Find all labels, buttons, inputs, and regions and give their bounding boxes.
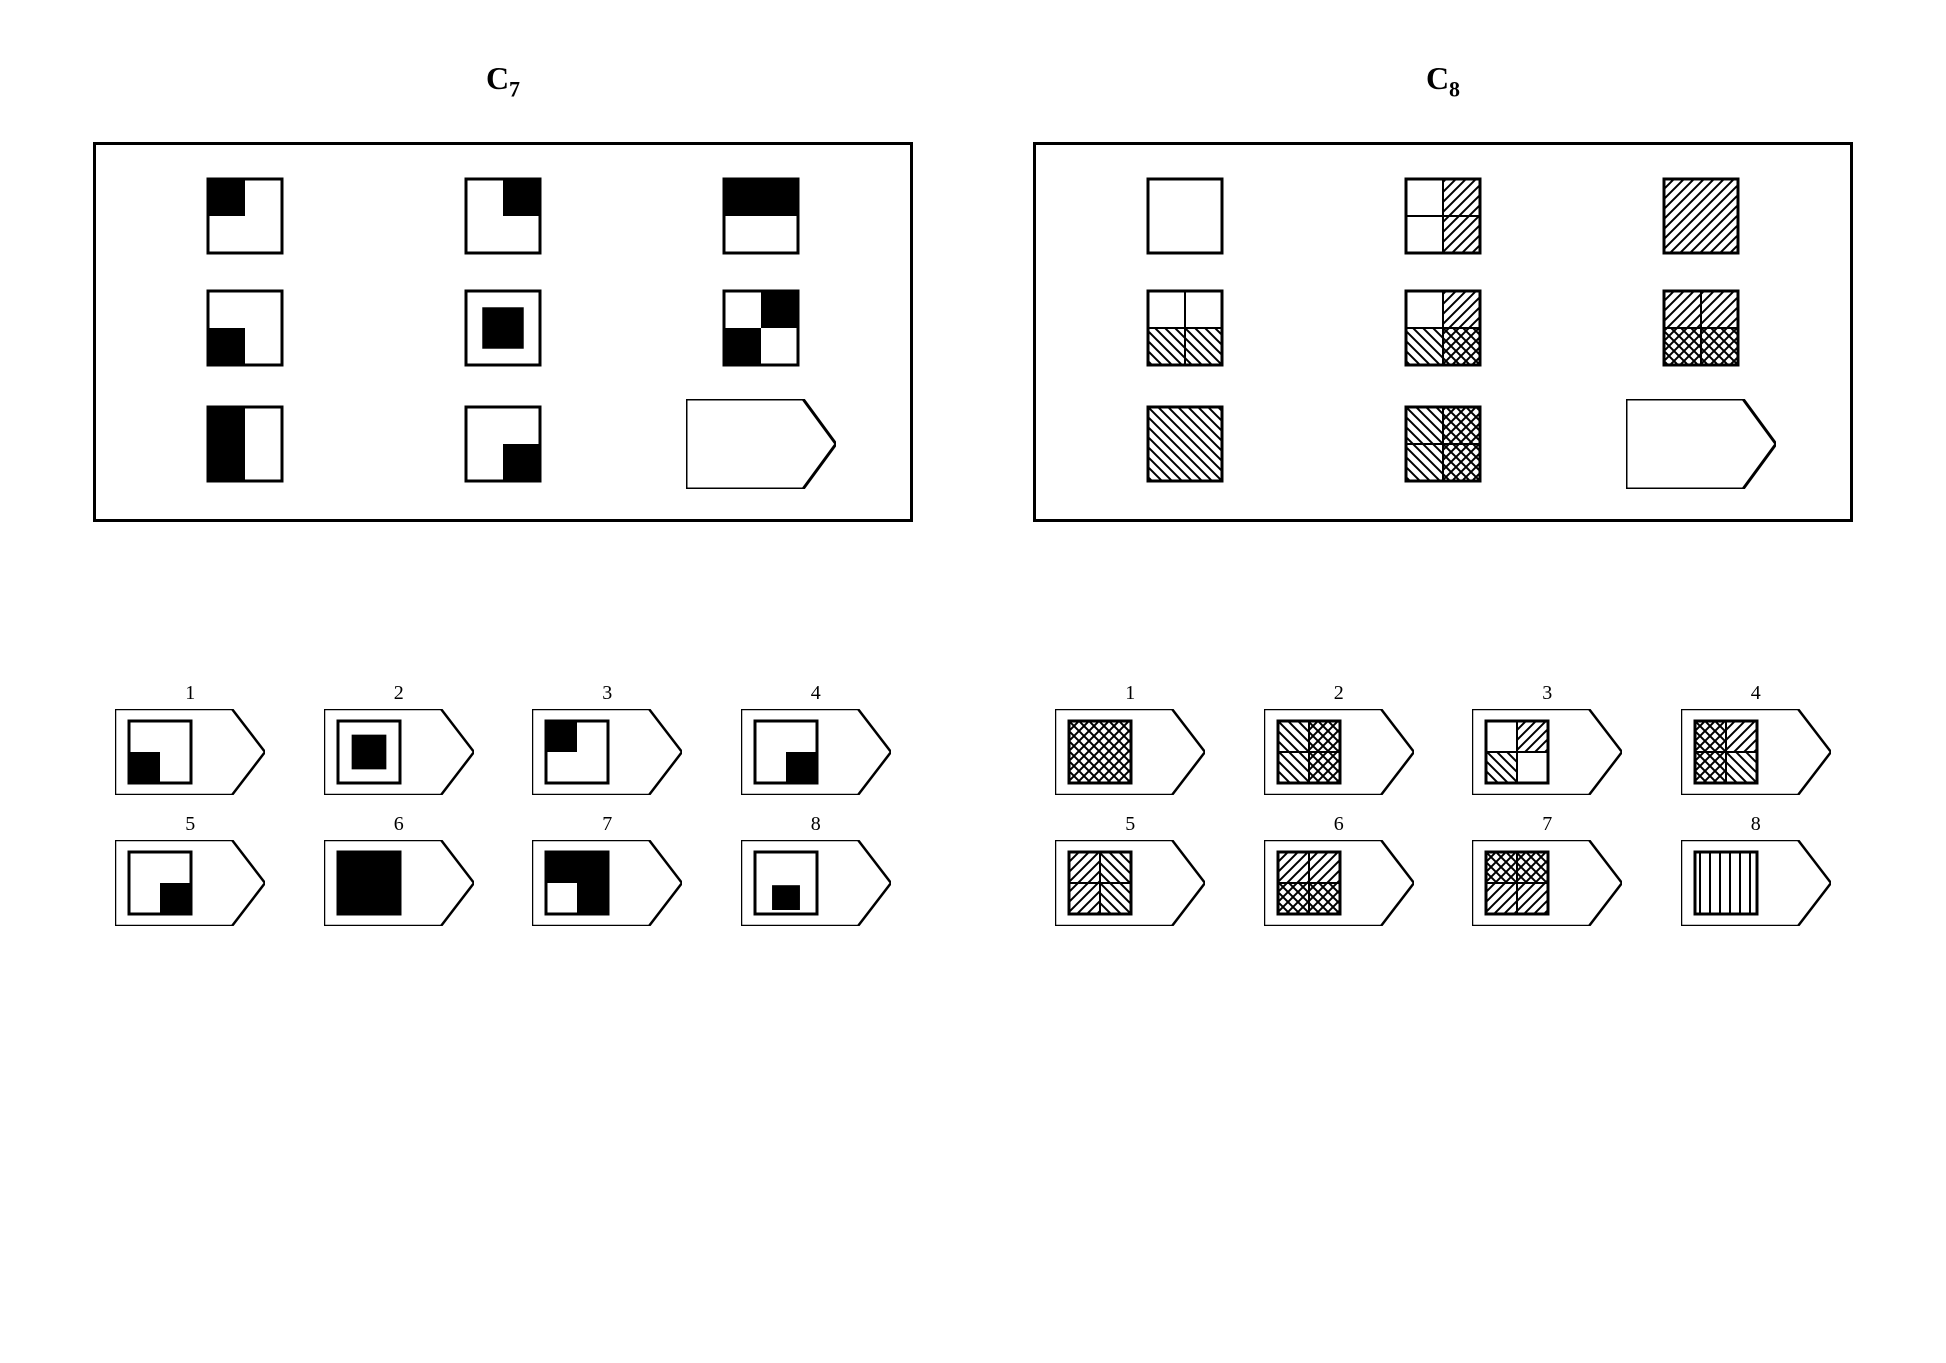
answer-number: 2 bbox=[302, 682, 497, 705]
matrix-cell-1-0 bbox=[1144, 287, 1226, 369]
answers-c7: 1234 5678 bbox=[93, 682, 913, 926]
matrix-cell-0-1 bbox=[462, 175, 544, 257]
answer-number: 2 bbox=[1242, 682, 1437, 705]
page: C7 12345678 C8 12345678 bbox=[80, 60, 1866, 926]
answer-number: 4 bbox=[1659, 682, 1854, 705]
matrix-frame-c7 bbox=[93, 142, 913, 522]
title-c7: C7 bbox=[93, 60, 913, 102]
title-c8: C8 bbox=[1033, 60, 1853, 102]
puzzle-c8: C8 1234 5678 bbox=[1033, 60, 1853, 926]
matrix-cell-2-1 bbox=[1402, 403, 1484, 485]
answer-number: 7 bbox=[1450, 813, 1645, 836]
matrix-cell-0-0 bbox=[1144, 175, 1226, 257]
answer-option-3[interactable]: 3 bbox=[1450, 682, 1645, 795]
answer-number: 8 bbox=[1659, 813, 1854, 836]
matrix-cell-2-1 bbox=[462, 403, 544, 485]
answer-option-2[interactable]: 2 bbox=[302, 682, 497, 795]
answer-option-1[interactable]: 1 bbox=[1033, 682, 1228, 795]
answers-c8: 1234 5678 bbox=[1033, 682, 1853, 926]
matrix-cell-1-2 bbox=[1660, 287, 1742, 369]
matrix-cell-2-2 bbox=[686, 399, 836, 489]
puzzle-c7: C7 1234 5678 bbox=[93, 60, 913, 926]
matrix-cell-0-1 bbox=[1402, 175, 1484, 257]
matrix-c8 bbox=[1076, 175, 1810, 489]
answer-option-6[interactable]: 6 bbox=[302, 813, 497, 926]
matrix-cell-1-1 bbox=[462, 287, 544, 369]
answer-option-8[interactable]: 8 bbox=[1659, 813, 1854, 926]
answer-option-7[interactable]: 7 bbox=[1450, 813, 1645, 926]
answer-number: 8 bbox=[719, 813, 914, 836]
matrix-cell-1-0 bbox=[204, 287, 286, 369]
answer-number: 5 bbox=[93, 813, 288, 836]
answer-option-6[interactable]: 6 bbox=[1242, 813, 1437, 926]
answer-number: 3 bbox=[510, 682, 705, 705]
answer-number: 7 bbox=[510, 813, 705, 836]
matrix-cell-2-2 bbox=[1626, 399, 1776, 489]
matrix-cell-1-1 bbox=[1402, 287, 1484, 369]
answer-option-5[interactable]: 5 bbox=[93, 813, 288, 926]
answer-number: 4 bbox=[719, 682, 914, 705]
answer-option-8[interactable]: 8 bbox=[719, 813, 914, 926]
answer-option-4[interactable]: 4 bbox=[719, 682, 914, 795]
answer-option-1[interactable]: 1 bbox=[93, 682, 288, 795]
answer-option-3[interactable]: 3 bbox=[510, 682, 705, 795]
answer-option-2[interactable]: 2 bbox=[1242, 682, 1437, 795]
matrix-frame-c8 bbox=[1033, 142, 1853, 522]
answer-number: 1 bbox=[93, 682, 288, 705]
matrix-cell-2-0 bbox=[1144, 403, 1226, 485]
answer-number: 6 bbox=[1242, 813, 1437, 836]
answer-option-5[interactable]: 5 bbox=[1033, 813, 1228, 926]
answer-number: 1 bbox=[1033, 682, 1228, 705]
answer-number: 6 bbox=[302, 813, 497, 836]
matrix-cell-0-2 bbox=[720, 175, 802, 257]
answer-option-7[interactable]: 7 bbox=[510, 813, 705, 926]
matrix-cell-1-2 bbox=[720, 287, 802, 369]
matrix-c7 bbox=[136, 175, 870, 489]
matrix-cell-0-2 bbox=[1660, 175, 1742, 257]
matrix-cell-2-0 bbox=[204, 403, 286, 485]
answer-number: 3 bbox=[1450, 682, 1645, 705]
answer-number: 5 bbox=[1033, 813, 1228, 836]
answer-option-4[interactable]: 4 bbox=[1659, 682, 1854, 795]
matrix-cell-0-0 bbox=[204, 175, 286, 257]
